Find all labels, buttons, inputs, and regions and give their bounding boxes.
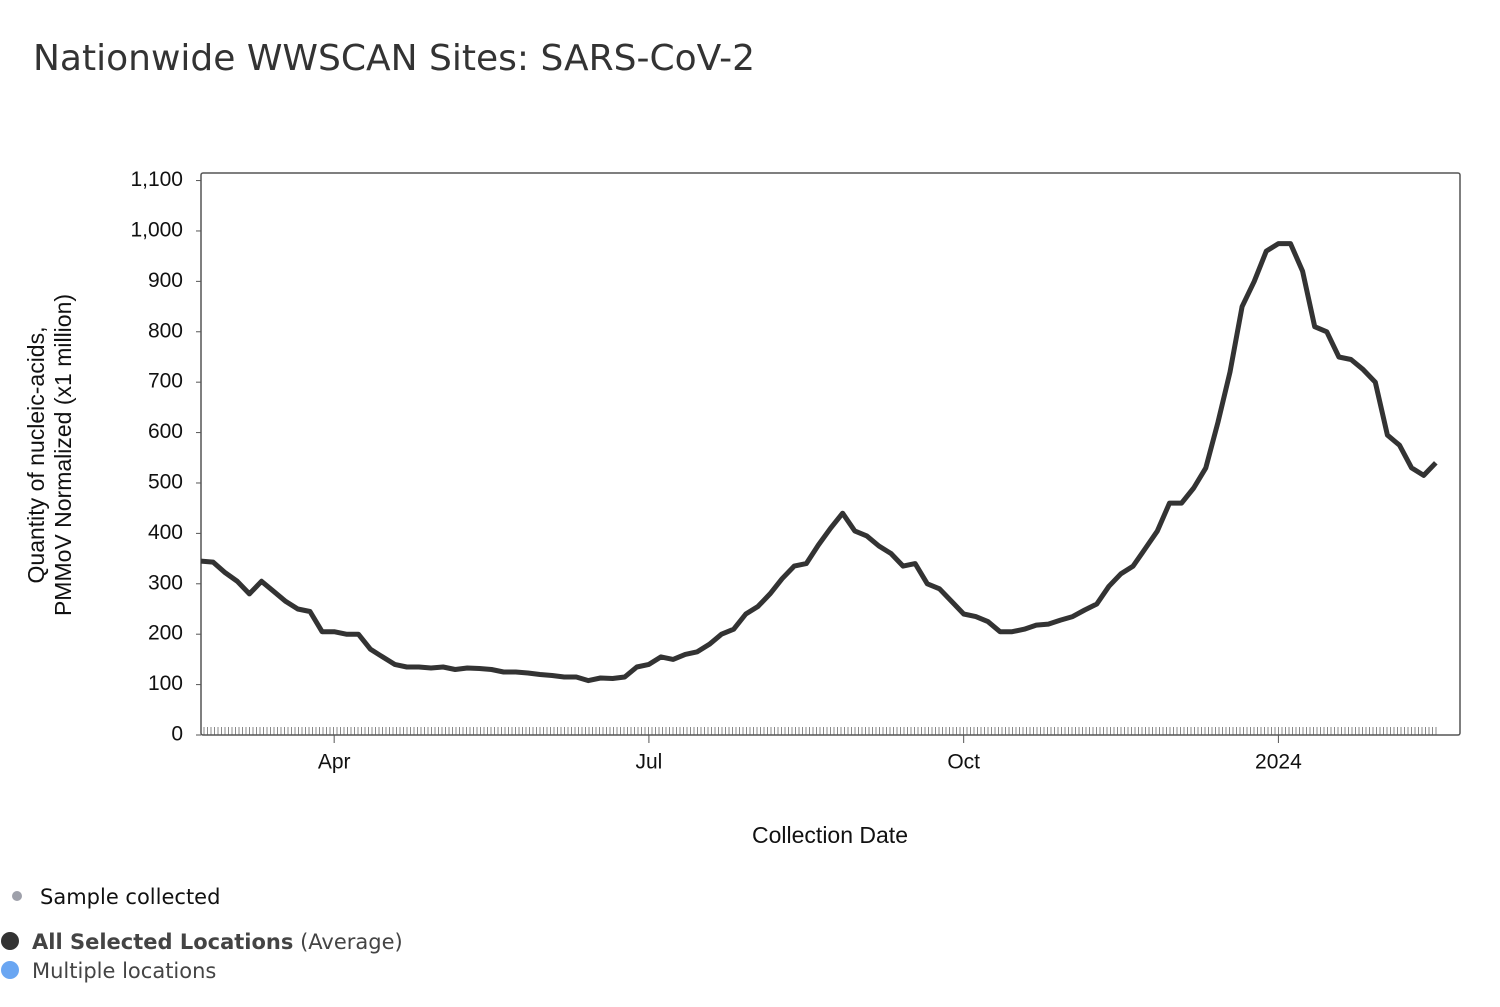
legend-dot (1, 932, 19, 950)
x-tick-label: Apr (318, 751, 351, 774)
y-tick-label: 800 (148, 319, 183, 342)
y-tick-label: 600 (148, 420, 183, 443)
legend-label: Multiple locations (32, 959, 216, 983)
y-axis-label-line: PMMoV Normalized (x1 million) (50, 294, 76, 616)
legend-series-qualifier: (Average) (300, 930, 403, 954)
y-axis-label: Quantity of nucleic-acids, PMMoV Normali… (23, 294, 76, 616)
x-tick-label: Jul (635, 751, 662, 774)
minor-ticks (201, 727, 1437, 735)
y-tick-label: 1,100 (130, 168, 183, 191)
chart-title: Nationwide WWSCAN Sites: SARS-CoV-2 (33, 38, 755, 79)
y-axis-label-line: Quantity of nucleic-acids, (23, 327, 49, 584)
x-tick-label: Oct (947, 751, 980, 774)
legend-dot (1, 961, 19, 979)
y-tick-label: 900 (148, 269, 183, 292)
legend-label: All Selected Locations (Average) (32, 930, 403, 954)
data-line (200, 241, 1438, 684)
x-axis-label: Collection Date (752, 822, 908, 848)
y-tick-label: 300 (148, 571, 183, 594)
legend-dot (12, 891, 22, 901)
y-tick-label: 0 (171, 723, 183, 746)
y-tick-label: 700 (148, 370, 183, 393)
x-tick-label: 2024 (1255, 751, 1302, 774)
y-tick-label: 200 (148, 622, 183, 645)
y-tick-label: 500 (148, 471, 183, 494)
legend-label: Sample collected (40, 885, 220, 909)
y-tick-label: 400 (148, 521, 183, 544)
y-tick-label: 1,000 (130, 219, 183, 242)
legend-series-name: All Selected Locations (32, 930, 293, 954)
y-tick-label: 100 (148, 672, 183, 695)
plot-frame (200, 172, 1461, 736)
